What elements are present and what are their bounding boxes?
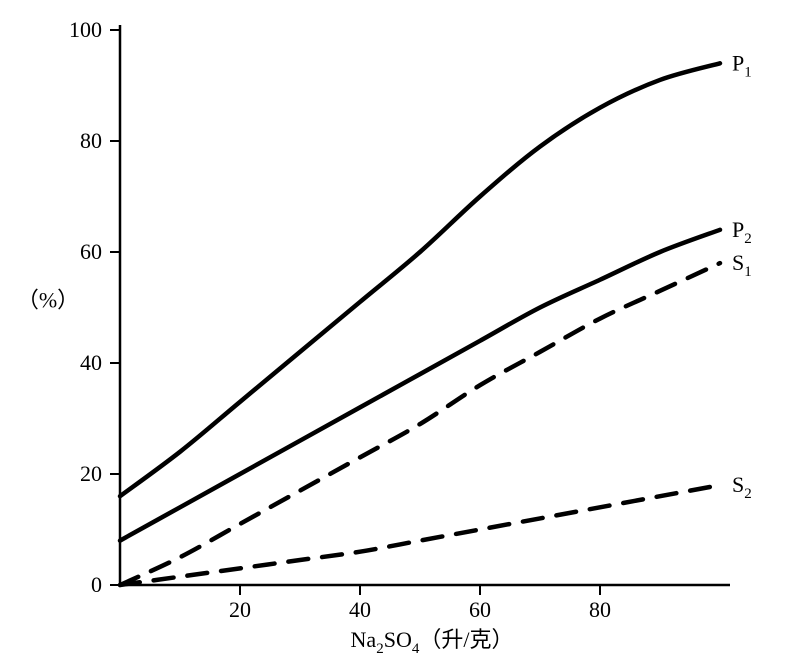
series-label-P1: P1 — [732, 50, 752, 80]
series-label-S2: S2 — [732, 472, 752, 502]
series-P1 — [120, 63, 720, 496]
x-tick-label: 40 — [349, 597, 371, 622]
y-axis-label: （%） — [17, 288, 79, 313]
y-tick-label: 0 — [91, 572, 102, 597]
y-tick-label: 60 — [80, 239, 102, 264]
x-tick-label: 60 — [469, 597, 491, 622]
line-chart: 20 40 60 80 0 20 40 60 80 100 Na2SO4（升/克） （%） P1 P2S1… — [0, 0, 800, 665]
y-tick-label: 80 — [80, 128, 102, 153]
series-P2 — [120, 230, 720, 541]
series-S1 — [120, 263, 720, 585]
chart-container: 20 40 60 80 0 20 40 60 80 100 Na2SO4（升/克） （%） P1 P2S1… — [0, 0, 800, 665]
y-tick-label: 20 — [80, 461, 102, 486]
series-label-P2: P2 — [732, 217, 752, 247]
x-tick-label: 80 — [589, 597, 611, 622]
series-label-S1: S1 — [732, 250, 752, 280]
x-tick-label: 20 — [229, 597, 251, 622]
y-tick-label: 100 — [69, 17, 102, 42]
y-tick-label: 40 — [80, 350, 102, 375]
x-axis-label: Na2SO4（升/克） — [351, 627, 514, 657]
series-S2 — [120, 485, 720, 585]
